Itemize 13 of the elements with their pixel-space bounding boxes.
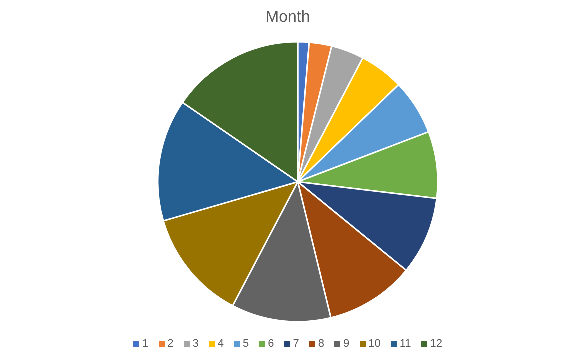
legend-label: 8 [318,338,324,350]
legend-label: 11 [400,338,412,350]
legend-label: 10 [368,338,381,350]
chart-title: Month [266,9,310,26]
legend-label: 5 [242,338,250,350]
legend-label: 3 [192,338,199,350]
legend-label: 6 [268,338,274,350]
legend-label: 2 [168,338,174,350]
legend-label: 9 [343,338,350,350]
legend-label: 12 [430,338,443,350]
legend-label: 4 [218,338,224,350]
legend-label: 1 [142,338,149,350]
legend-label: 7 [293,338,300,350]
